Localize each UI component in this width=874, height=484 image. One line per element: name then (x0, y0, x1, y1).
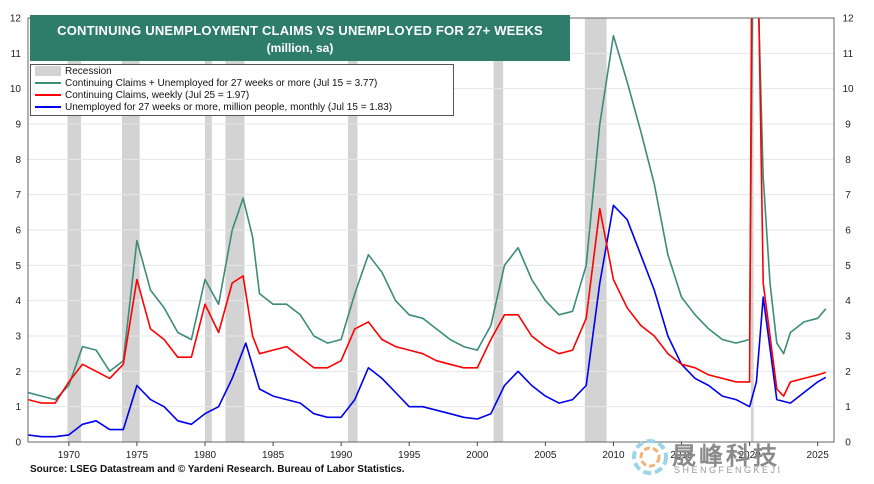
x-tick-label: 2020 (738, 450, 761, 461)
y-tick-label-right: 9 (845, 120, 851, 131)
legend-item-claims: Continuing Claims, weekly (Jul 25 = 1.97… (35, 90, 249, 102)
y-tick-label-left: 8 (15, 155, 21, 166)
legend-swatch-total (35, 82, 61, 85)
legend-label-total: Continuing Claims + Unemployed for 27 we… (65, 78, 378, 89)
x-axis: 1970 1975 1980 1985 1990 1995 2000 2005 2010 2015… (58, 442, 830, 461)
y-tick-label-left: 1 (15, 402, 21, 413)
legend-swatch-claims (35, 94, 61, 97)
watermark-logo-icon (632, 439, 668, 475)
x-tick-label: 2015 (670, 450, 693, 461)
chart-title: CONTINUING UNEMPLOYMENT CLAIMS VS UNEMPL… (57, 23, 543, 38)
legend-label-claims: Continuing Claims, weekly (Jul 25 = 1.97… (65, 90, 250, 101)
x-tick-label: 1975 (126, 450, 149, 461)
legend-label-recession: Recession (65, 66, 112, 77)
y-tick-label-left: 4 (15, 296, 21, 307)
chart-title-box: CONTINUING UNEMPLOYMENT CLAIMS VS UNEMPL… (30, 15, 570, 61)
y-tick-label-right: 10 (842, 84, 854, 95)
series-line-unemp (28, 204, 827, 438)
y-tick-label-right: 5 (845, 261, 851, 272)
x-tick-label: 2025 (807, 450, 830, 461)
y-tick-label-left: 3 (15, 332, 21, 343)
x-tick-label: 1985 (262, 450, 285, 461)
legend-item-recession: Recession (35, 66, 112, 78)
watermark: 晟峰科技 SHENGFENGKEJI (628, 434, 868, 480)
series-lines (28, 18, 827, 438)
y-tick-label-right: 8 (845, 155, 851, 166)
y-tick-label-left: 2 (15, 367, 21, 378)
y-tick-label-right: 2 (845, 367, 851, 378)
legend-item-total: Continuing Claims + Unemployed for 27 we… (35, 78, 377, 90)
watermark-cn-text: 晟峰科技 (672, 443, 780, 470)
x-tick-label: 1995 (398, 450, 421, 461)
y-tick-label-left: 5 (15, 261, 21, 272)
source-note: Source: LSEG Datastream and © Yardeni Re… (30, 464, 405, 475)
y-tick-label-right: 7 (845, 190, 851, 201)
x-tick-label: 1990 (330, 450, 353, 461)
y-tick-label-right: 4 (845, 296, 851, 307)
y-tick-label-left: 11 (11, 49, 22, 60)
y-tick-label-left: 6 (15, 226, 21, 237)
y-tick-label-left: 9 (15, 120, 21, 131)
x-tick-label: 1980 (194, 450, 217, 461)
legend-item-unemp: Unemployed for 27 weeks or more, million… (35, 102, 392, 114)
y-tick-label-left: 7 (15, 190, 21, 201)
y-tick-label-right: 3 (845, 332, 851, 343)
x-tick-label: 2005 (534, 450, 557, 461)
y-tick-label-right: 0 (845, 438, 851, 449)
x-tick-label: 1970 (58, 450, 81, 461)
legend-label-unemp: Unemployed for 27 weeks or more, million… (65, 102, 393, 113)
x-tick-label: 2010 (602, 450, 625, 461)
y-tick-label-left: 0 (15, 438, 21, 449)
y-tick-label-left: 12 (10, 14, 22, 25)
x-tick-label: 2000 (466, 450, 489, 461)
y-tick-label-left: 10 (10, 84, 22, 95)
y-tick-label-right: 11 (843, 49, 854, 60)
legend-swatch-unemp (35, 106, 61, 109)
legend-swatch-recession (35, 66, 61, 77)
series-line-total (28, 18, 827, 401)
legend: Recession Continuing Claims + Unemployed… (30, 64, 454, 116)
y-tick-label-right: 12 (842, 14, 854, 25)
chart-subtitle: (million, sa) (266, 41, 334, 55)
watermark-en-text: SHENGFENGKEJI (674, 465, 783, 475)
y-tick-label-right: 6 (845, 226, 851, 237)
y-tick-label-right: 1 (845, 402, 851, 413)
series-line-claims (28, 18, 827, 404)
